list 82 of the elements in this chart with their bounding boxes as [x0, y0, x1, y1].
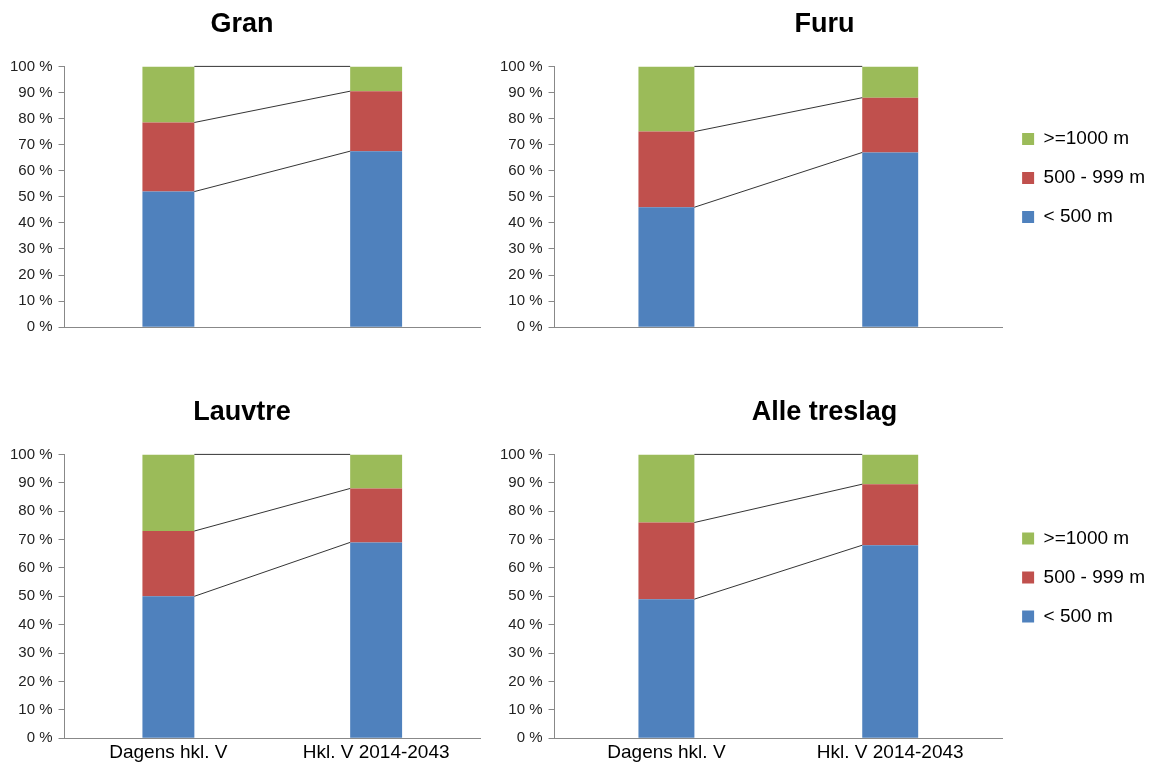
y-tick-label: 10 % [18, 291, 53, 309]
legend-label: 500 - 999 m [1043, 565, 1146, 587]
y-tick-label: 40 % [18, 614, 53, 632]
y-tick-label: 20 % [18, 265, 53, 283]
y-tick-label: 50 % [18, 186, 53, 204]
y-tick-label: 50 % [18, 586, 53, 604]
y-tick-label: 70 % [508, 134, 543, 152]
y-tick-label: 90 % [18, 82, 53, 100]
y-tick-label: 70 % [18, 529, 53, 547]
bar [638, 599, 695, 738]
y-tick-label: 60 % [508, 558, 543, 576]
bar [142, 122, 195, 192]
bar [350, 151, 403, 327]
bar [862, 484, 919, 546]
y-tick-label: 30 % [508, 643, 543, 661]
y-tick-label: 0 % [26, 728, 53, 746]
y-tick-label: 90 % [508, 472, 543, 490]
x-tick-label: Hkl. V 2014-2043 [816, 740, 964, 762]
y-tick-label: 10 % [508, 699, 543, 717]
chart-title: Furu [794, 7, 855, 38]
bar [142, 531, 195, 597]
bar [638, 522, 695, 600]
bar [862, 545, 919, 738]
bar [142, 66, 195, 123]
y-tick-label: 10 % [18, 699, 53, 717]
y-tick-label: 30 % [508, 239, 543, 257]
y-tick-label: 100 % [499, 56, 543, 74]
y-tick-label: 100 % [499, 444, 543, 462]
legend-label: < 500 m [1043, 205, 1113, 227]
legend-label: < 500 m [1043, 604, 1113, 626]
y-tick-label: 100 % [9, 444, 53, 462]
y-tick-label: 50 % [508, 186, 543, 204]
chart-title: Lauvtre [193, 395, 291, 426]
bar [142, 596, 195, 738]
bar [638, 131, 695, 208]
x-tick-label: Hkl. V 2014-2043 [302, 740, 450, 762]
bar [142, 454, 195, 532]
bar [350, 488, 403, 543]
y-tick-label: 90 % [508, 82, 543, 100]
y-tick-label: 80 % [508, 108, 543, 126]
bar [350, 454, 403, 489]
y-tick-label: 0 % [516, 728, 543, 746]
legend-label: >=1000 m [1043, 526, 1130, 548]
y-tick-label: 80 % [18, 108, 53, 126]
y-tick-label: 40 % [508, 213, 543, 231]
bar [862, 454, 919, 485]
y-tick-label: 0 % [516, 317, 543, 335]
bar [638, 454, 695, 523]
y-tick-label: 0 % [26, 317, 53, 335]
y-tick-label: 30 % [18, 239, 53, 257]
bar [862, 152, 919, 327]
bar [350, 66, 403, 92]
y-tick-label: 20 % [508, 265, 543, 283]
x-tick-label: Dagens hkl. V [607, 740, 726, 762]
y-tick-label: 80 % [18, 501, 53, 519]
y-tick-label: 80 % [508, 501, 543, 519]
bar [638, 207, 695, 327]
y-tick-label: 90 % [18, 472, 53, 490]
bar [862, 97, 919, 153]
bar [862, 66, 919, 98]
y-tick-label: 20 % [508, 671, 543, 689]
legend-label: 500 - 999 m [1043, 166, 1146, 188]
chart-title: Alle treslag [751, 395, 898, 426]
bar [638, 66, 695, 132]
y-tick-label: 20 % [18, 671, 53, 689]
legend-label: >=1000 m [1043, 127, 1130, 149]
bar [142, 191, 195, 327]
y-tick-label: 60 % [508, 160, 543, 178]
y-tick-label: 70 % [508, 529, 543, 547]
y-tick-label: 100 % [9, 56, 53, 74]
y-tick-label: 10 % [508, 291, 543, 309]
y-tick-label: 30 % [18, 643, 53, 661]
bar [350, 91, 403, 152]
y-tick-label: 40 % [508, 614, 543, 632]
y-tick-label: 40 % [18, 213, 53, 231]
y-tick-label: 70 % [18, 134, 53, 152]
y-tick-label: 50 % [508, 586, 543, 604]
y-tick-label: 60 % [18, 160, 53, 178]
x-tick-label: Dagens hkl. V [109, 740, 228, 762]
bar [350, 542, 403, 738]
chart-title: Gran [210, 7, 274, 38]
y-tick-label: 60 % [18, 558, 53, 576]
